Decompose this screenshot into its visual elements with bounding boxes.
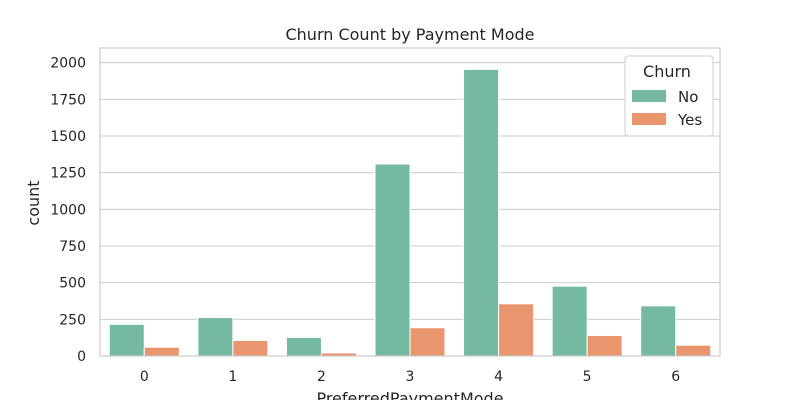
legend-label-yes: Yes <box>677 111 702 129</box>
x-axis-ticks: 0 1 2 3 4 5 6 <box>140 369 680 385</box>
bar-yes-3 <box>409 327 446 357</box>
x-tick-label: 0 <box>140 369 149 385</box>
plot-border <box>99 47 721 357</box>
bar-no-5 <box>551 285 588 357</box>
bar-no-6 <box>640 305 677 357</box>
legend-swatch-yes <box>632 113 666 125</box>
chart-title: Churn Count by Payment Mode <box>285 25 534 44</box>
legend-title: Churn <box>643 62 691 81</box>
legend-swatch-no <box>632 90 666 102</box>
x-axis-label: PreferredPaymentMode <box>316 389 503 400</box>
legend-label-no: No <box>678 88 698 106</box>
y-tick-label: 2000 <box>50 56 86 72</box>
bar-no-0 <box>108 323 145 357</box>
bar-no-2 <box>285 336 322 357</box>
bar-no-4 <box>463 68 500 357</box>
x-tick-label: 4 <box>494 369 503 385</box>
y-tick-label: 250 <box>59 312 86 328</box>
y-tick-label: 750 <box>59 239 86 255</box>
y-tick-label: 1000 <box>50 202 86 218</box>
legend: Churn No Yes <box>624 55 714 137</box>
bar-no-3 <box>374 163 411 357</box>
x-tick-label: 3 <box>406 369 415 385</box>
bar-yes-6 <box>675 344 712 357</box>
x-tick-label: 1 <box>228 369 237 385</box>
x-tick-label: 6 <box>671 369 680 385</box>
bar-yes-4 <box>498 303 535 357</box>
y-axis-label: count <box>24 180 43 225</box>
bar-yes-0 <box>143 346 180 357</box>
x-tick-label: 5 <box>583 369 592 385</box>
bars <box>108 68 712 357</box>
bar-no-1 <box>197 317 234 357</box>
y-tick-label: 500 <box>59 276 86 292</box>
y-tick-label: 1250 <box>50 166 86 182</box>
y-tick-label: 1750 <box>50 92 86 108</box>
x-tick-label: 2 <box>317 369 326 385</box>
y-tick-label: 0 <box>77 349 86 365</box>
bar-yes-1 <box>232 339 269 357</box>
y-axis-ticks: 0 250 500 750 1000 1250 1500 1750 2000 <box>50 56 86 365</box>
bar-yes-5 <box>586 334 623 357</box>
plot-frame <box>99 47 721 357</box>
y-tick-label: 1500 <box>50 129 86 145</box>
